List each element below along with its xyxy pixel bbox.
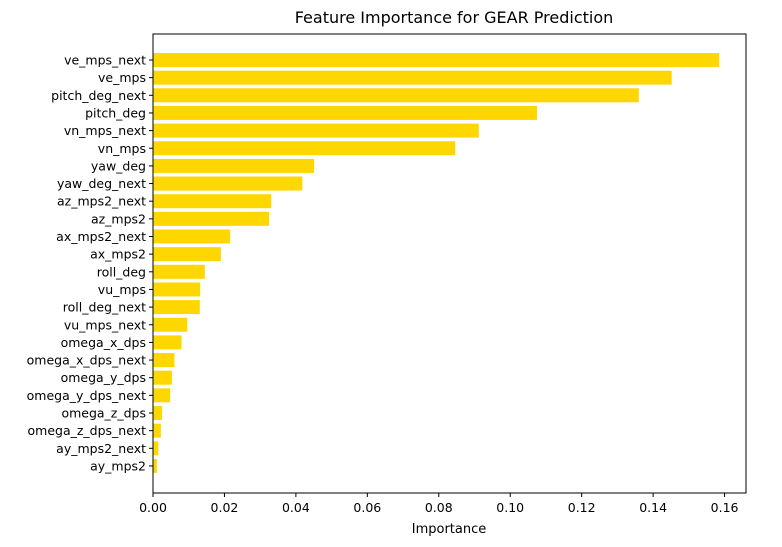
x-tick-label: 0.14 (639, 500, 667, 515)
bar-vu-mps (153, 282, 201, 297)
x-axis-label: Importance (412, 522, 487, 537)
category-label: ax_mps2_next (56, 229, 146, 244)
category-label: ax_mps2 (90, 247, 146, 262)
bar-ax-mps2-next (153, 229, 231, 244)
category-label: roll_deg (97, 264, 146, 279)
bar-ve-mps-next (153, 53, 720, 67)
x-tick-label: 0.02 (211, 500, 239, 515)
category-label: ve_mps_next (64, 53, 146, 68)
x-tick-label: 0.10 (496, 500, 524, 515)
bar-az-mps2 (153, 211, 270, 226)
bar-pitch-deg (153, 105, 538, 120)
category-label: omega_x_dps_next (27, 353, 146, 368)
category-label: omega_z_dps (61, 406, 146, 421)
chart-title: Feature Importance for GEAR Prediction (295, 8, 614, 27)
plot-frame (152, 33, 747, 494)
bar-omega-x-dps-next (153, 353, 175, 368)
bars-group (153, 53, 720, 473)
category-label: roll_deg_next (63, 300, 146, 315)
category-label: pitch_deg_next (51, 88, 146, 103)
bar-ay-mps2-next (153, 441, 159, 456)
bar-yaw-deg (153, 158, 315, 173)
bar-omega-x-dps (153, 335, 182, 350)
x-tick-label: 0.04 (282, 500, 310, 515)
bar-omega-y-dps-next (153, 388, 171, 403)
category-label: ay_mps2_next (56, 441, 146, 456)
category-label: az_mps2 (91, 211, 146, 226)
category-label: ve_mps (98, 70, 146, 85)
bar-roll-deg (153, 264, 205, 279)
bar-yaw-deg-next (153, 176, 303, 191)
x-tick-label: 0.16 (711, 500, 739, 515)
category-label: ay_mps2 (90, 458, 146, 473)
bar-omega-y-dps (153, 370, 172, 385)
category-label: vu_mps (98, 282, 146, 297)
category-label: vn_mps_next (64, 123, 146, 138)
category-labels-group: ve_mps_next ve_mps pitch_deg_next pitch_deg… (27, 53, 153, 473)
bar-ay-mps2 (153, 458, 157, 473)
bar-roll-deg-next (153, 300, 200, 315)
category-label: az_mps2_next (57, 194, 146, 209)
category-label: omega_z_dps_next (28, 423, 147, 438)
category-label: vn_mps (98, 141, 146, 156)
category-label: omega_y_dps (61, 370, 146, 385)
bar-ve-mps (153, 70, 672, 85)
bar-vn-mps-next (153, 123, 479, 138)
bar-az-mps2-next (153, 194, 272, 209)
bar-omega-z-dps (153, 406, 162, 420)
x-ticks-group: 0.00 0.02 0.04 0.06 0.08 0.10 0.12 0.14 0.16 (139, 493, 739, 515)
x-tick-label: 0.08 (425, 500, 453, 515)
bar-ax-mps2 (153, 247, 221, 262)
bar-vn-mps (153, 141, 456, 156)
x-tick-label: 0.00 (139, 500, 167, 515)
x-tick-label: 0.12 (568, 500, 596, 515)
category-label: yaw_deg (91, 158, 146, 173)
bar-vu-mps-next (153, 317, 188, 332)
category-label: omega_y_dps_next (27, 388, 146, 403)
category-label: yaw_deg_next (57, 176, 146, 191)
x-tick-label: 0.06 (353, 500, 381, 515)
category-label: pitch_deg (85, 105, 146, 120)
category-label: vu_mps_next (64, 317, 146, 332)
bar-omega-z-dps-next (153, 423, 161, 438)
category-label: omega_x_dps (61, 335, 146, 350)
bar-pitch-deg-next (153, 88, 639, 103)
